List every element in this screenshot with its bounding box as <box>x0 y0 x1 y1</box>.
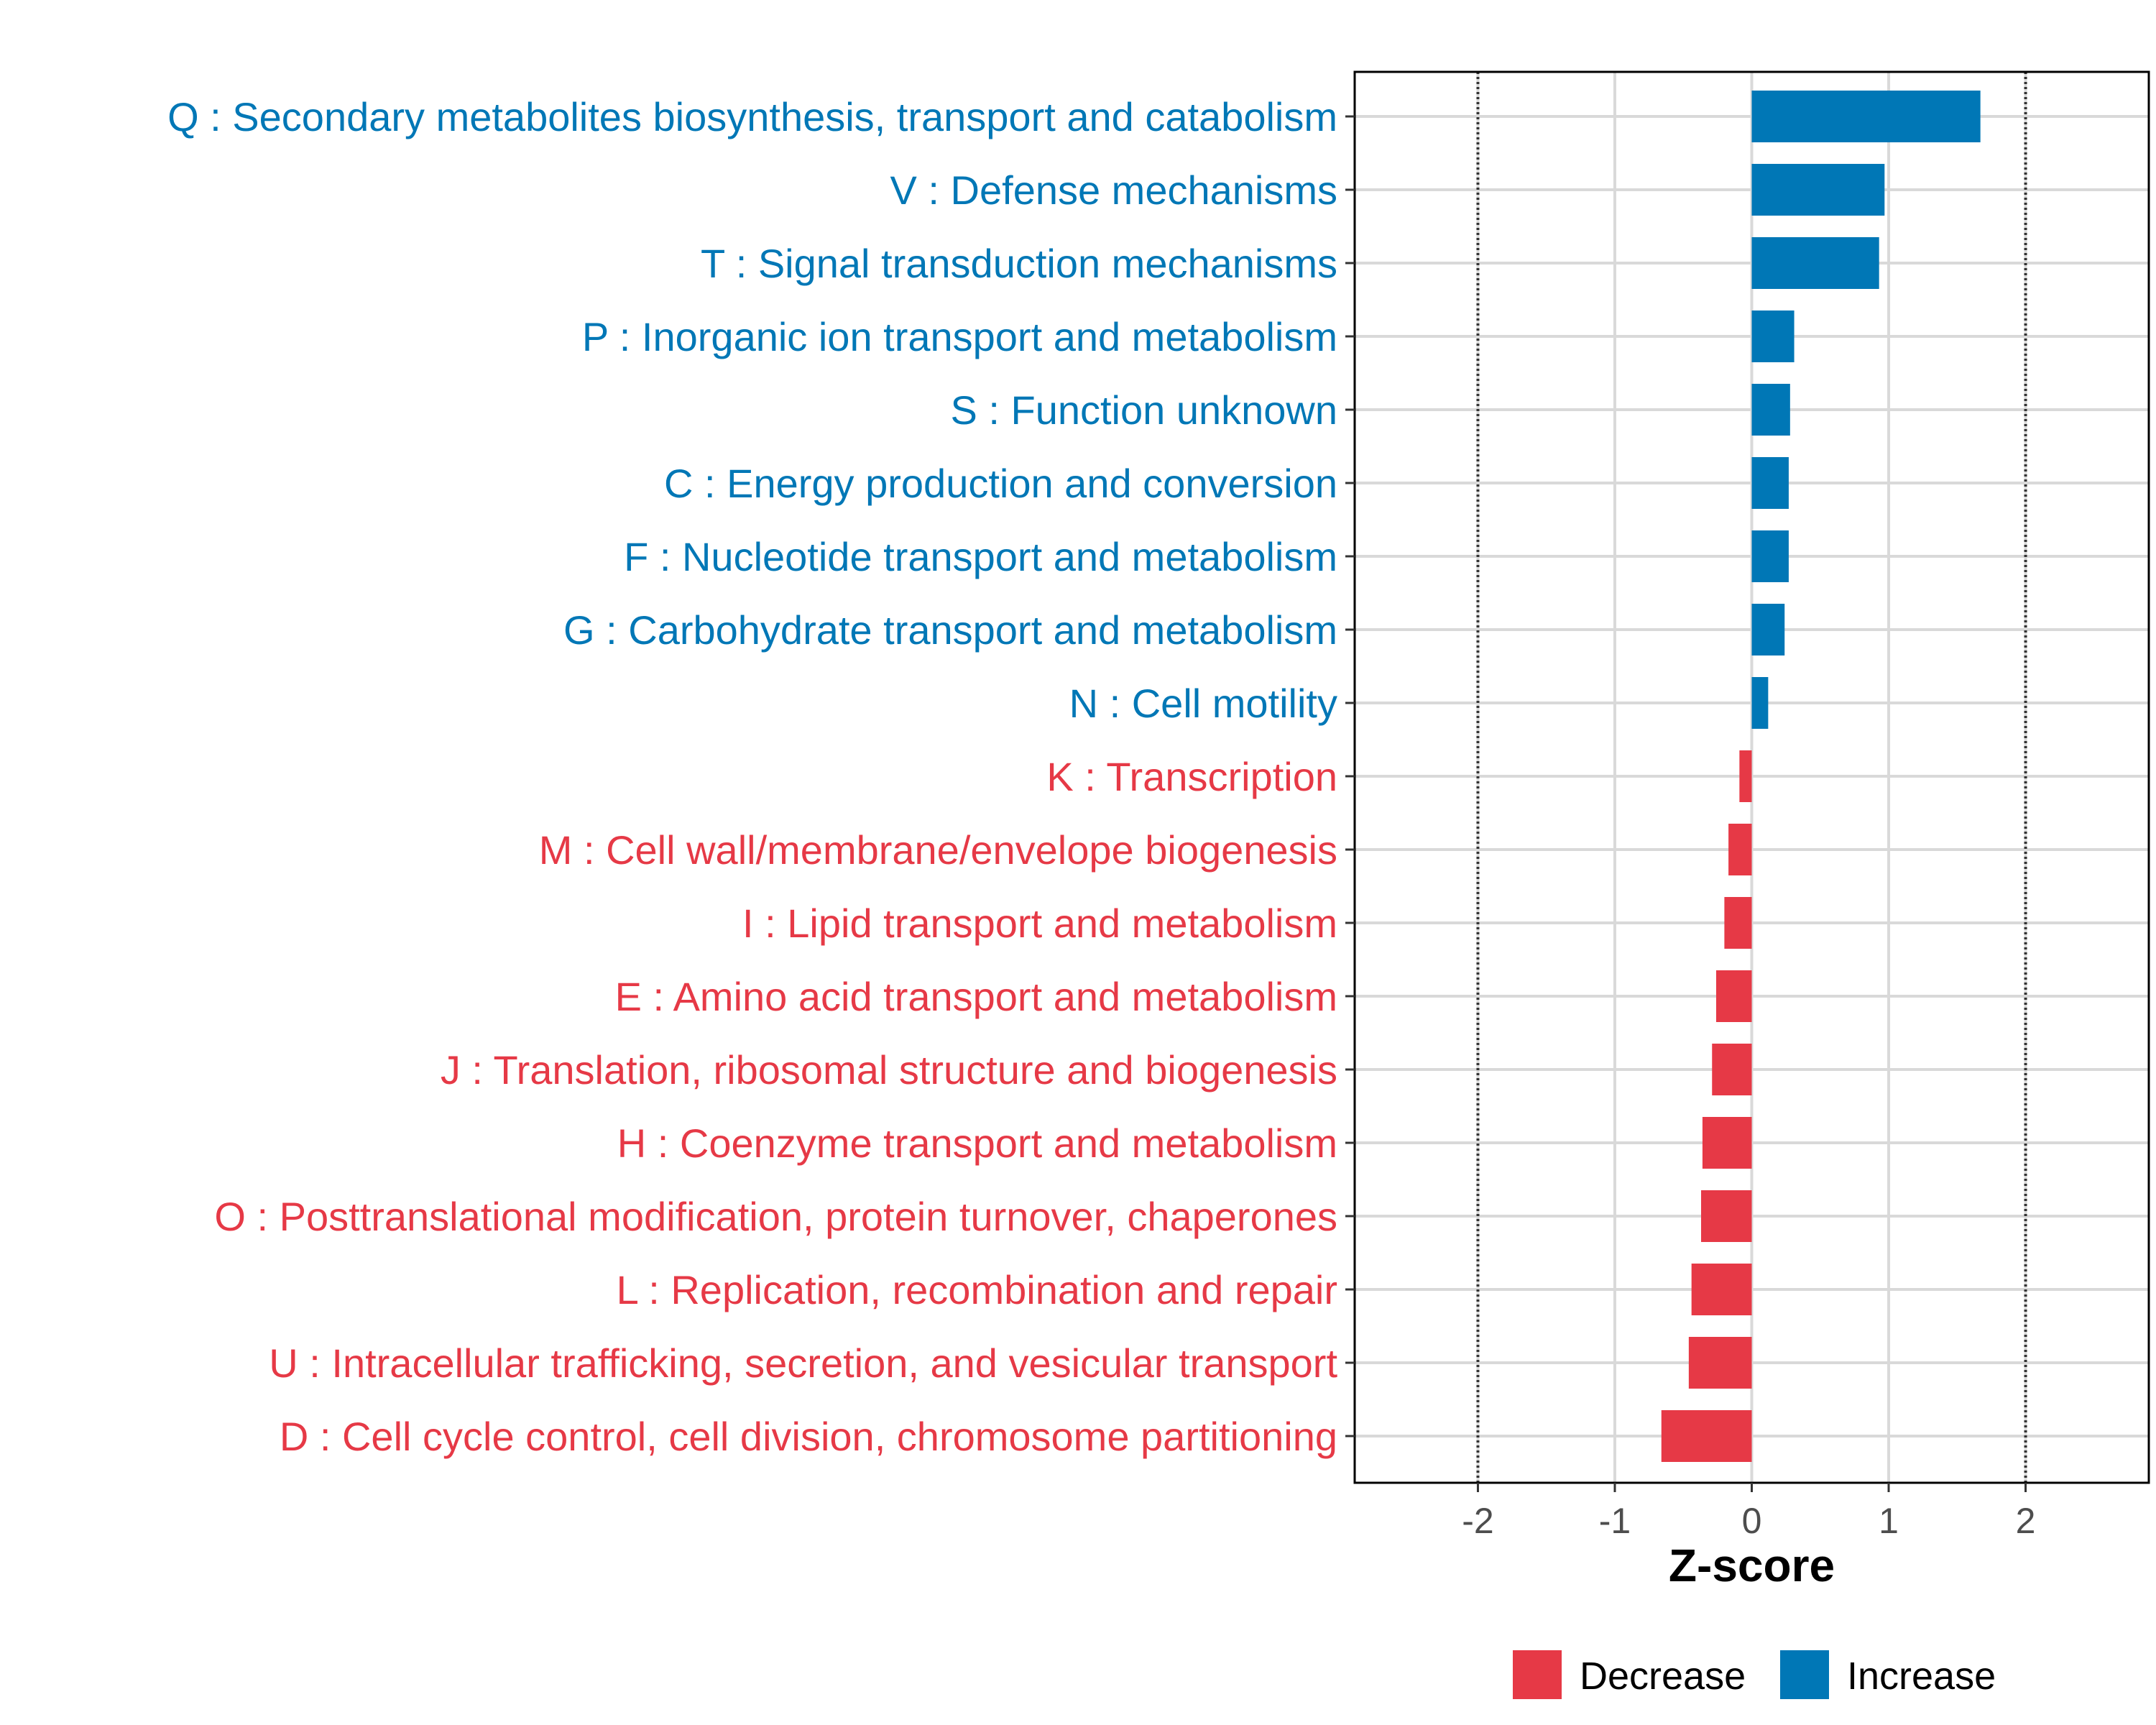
category-label: G : Carbohydrate transport and metabolis… <box>563 607 1337 653</box>
category-label: D : Cell cycle control, cell division, c… <box>280 1414 1337 1459</box>
category-label: S : Function unknown <box>950 387 1337 433</box>
bar-c <box>1751 457 1789 509</box>
category-label: F : Nucleotide transport and metabolism <box>624 534 1337 579</box>
category-label: E : Amino acid transport and metabolism <box>615 974 1337 1019</box>
category-label: T : Signal transduction mechanisms <box>701 241 1337 286</box>
category-label: Q : Secondary metabolites biosynthesis, … <box>167 94 1337 139</box>
x-axis-title: Z-score <box>1669 1540 1835 1591</box>
bar-g <box>1751 604 1785 656</box>
category-label: M : Cell wall/membrane/envelope biogenes… <box>539 827 1337 873</box>
bar-h <box>1702 1117 1752 1169</box>
bars <box>1661 91 1981 1462</box>
bar-v <box>1751 164 1885 216</box>
x-axis-ticks <box>1476 1483 2027 1492</box>
legend-label-decrease: Decrease <box>1580 1655 1746 1698</box>
bar-d <box>1661 1410 1752 1462</box>
bar-m <box>1728 824 1752 875</box>
category-labels: Q : Secondary metabolites biosynthesis, … <box>167 94 1337 1459</box>
category-label: H : Coenzyme transport and metabolism <box>617 1121 1337 1166</box>
x-tick-label: 0 <box>1742 1501 1762 1541</box>
x-tick-label: -2 <box>1462 1501 1493 1541</box>
y-axis-ticks <box>1345 115 1355 1438</box>
bar-s <box>1751 384 1790 436</box>
legend-key-increase <box>1780 1650 1829 1699</box>
bar-q <box>1751 91 1981 142</box>
category-label: L : Replication, recombination and repai… <box>617 1267 1337 1312</box>
category-label: O : Posttranslational modification, prot… <box>214 1194 1337 1239</box>
x-tick-label: 1 <box>1879 1501 1899 1541</box>
bar-f <box>1751 530 1789 582</box>
x-tick-label: -1 <box>1599 1501 1631 1541</box>
legend-label-increase: Increase <box>1847 1655 1996 1698</box>
category-label: N : Cell motility <box>1069 681 1337 726</box>
category-label: U : Intracellular trafficking, secretion… <box>269 1340 1337 1386</box>
category-label: I : Lipid transport and metabolism <box>742 901 1337 946</box>
reference-lines <box>1476 72 2027 1483</box>
category-label: K : Transcription <box>1046 754 1337 799</box>
x-tick-label: 2 <box>2016 1501 2036 1541</box>
bar-l <box>1691 1264 1752 1315</box>
bar-j <box>1712 1044 1752 1095</box>
category-label: C : Energy production and conversion <box>664 461 1337 506</box>
legend-key-decrease <box>1513 1650 1562 1699</box>
bar-o <box>1701 1190 1752 1242</box>
category-label: P : Inorganic ion transport and metaboli… <box>582 314 1337 359</box>
category-label: J : Translation, ribosomal structure and… <box>441 1047 1337 1092</box>
x-tick-labels: -2 -1 0 1 2 <box>1462 1501 2035 1541</box>
bar-e <box>1715 970 1752 1022</box>
bar-p <box>1751 310 1795 362</box>
bar-u <box>1688 1337 1752 1389</box>
legend: Decrease Increase <box>1513 1650 1996 1699</box>
bar-i <box>1724 897 1752 949</box>
bar-k <box>1739 750 1752 802</box>
bar-n <box>1751 677 1769 729</box>
category-label: V : Defense mechanisms <box>890 167 1337 213</box>
bar-t <box>1751 237 1879 289</box>
